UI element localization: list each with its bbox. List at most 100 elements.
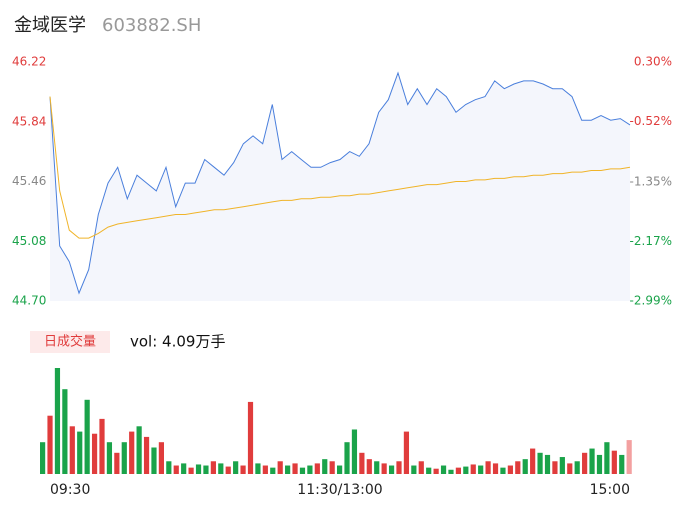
volume-bar	[366, 459, 372, 474]
volume-bar	[337, 465, 343, 474]
volume-bar	[359, 452, 365, 474]
volume-bar	[136, 426, 142, 474]
volume-bar	[463, 466, 469, 474]
volume-bar	[522, 459, 528, 474]
y2-tick-label: -0.52%	[630, 114, 672, 128]
volume-bar	[567, 463, 573, 474]
stock-code: 603882.SH	[102, 15, 201, 36]
volume-bar	[47, 415, 53, 474]
volume-bar	[344, 442, 350, 474]
volume-bar	[448, 469, 454, 474]
volume-bar	[151, 447, 157, 474]
volume-bar	[619, 454, 625, 474]
volume-bar	[240, 465, 246, 474]
volume-bar	[195, 464, 202, 474]
volume-bar	[166, 461, 172, 474]
volume-bar	[515, 461, 521, 474]
volume-bar	[470, 464, 476, 474]
y2-tick-label: -2.99%	[630, 294, 672, 308]
y-tick-label: 44.70	[12, 294, 46, 308]
volume-label: vol: 4.09万手	[130, 333, 225, 351]
volume-bar	[388, 465, 395, 474]
volume-bar	[158, 442, 164, 474]
volume-bar	[218, 463, 224, 474]
volume-bar	[544, 454, 551, 474]
volume-bar	[440, 465, 447, 474]
volume-bar	[433, 468, 439, 474]
x-tick-label: 11:30/13:00	[297, 482, 382, 498]
volume-bar	[411, 465, 417, 474]
price-area	[50, 73, 630, 301]
volume-bar	[225, 466, 231, 474]
volume-bar	[596, 454, 603, 474]
volume-tag-bg	[30, 331, 110, 353]
volume-bar	[69, 426, 75, 474]
volume-bar	[181, 463, 187, 474]
y-tick-label: 45.08	[12, 234, 46, 248]
y2-tick-label: -2.17%	[630, 234, 672, 248]
volume-bar	[374, 461, 380, 474]
volume-bar	[40, 442, 46, 474]
volume-bar	[77, 431, 83, 474]
volume-bar	[574, 461, 580, 474]
stock-name: 金域医学	[14, 15, 86, 36]
volume-bar	[314, 463, 320, 474]
volume-tag: 日成交量	[44, 334, 96, 350]
y-tick-label: 45.46	[12, 174, 46, 188]
volume-bar	[530, 448, 536, 474]
volume-bar	[233, 461, 239, 474]
y-tick-label: 46.22	[12, 55, 46, 69]
volume-bar	[91, 433, 98, 474]
volume-bar	[203, 465, 209, 474]
volume-bar	[507, 465, 513, 474]
volume-bar	[559, 457, 565, 474]
volume-bar	[255, 463, 261, 474]
volume-bar	[418, 461, 424, 474]
volume-bar	[188, 467, 194, 474]
volume-bar	[485, 461, 491, 474]
volume-bar	[84, 399, 90, 474]
volume-bar	[552, 461, 558, 474]
y2-tick-label: 0.30%	[634, 55, 672, 69]
volume-bar	[285, 465, 291, 474]
volume-bar	[351, 429, 358, 474]
volume-bar	[292, 463, 298, 474]
volume-bar	[262, 465, 268, 474]
volume-bar	[143, 436, 150, 474]
volume-bar	[62, 389, 68, 474]
volume-bar	[626, 440, 632, 474]
volume-bar	[270, 467, 276, 474]
average-line	[49, 96, 631, 239]
y2-tick-label: -1.35%	[630, 174, 672, 188]
volume-bar	[173, 465, 179, 474]
volume-bar	[299, 467, 306, 474]
volume-bar	[307, 465, 313, 474]
volume-bar	[611, 450, 617, 474]
x-tick-label: 15:00	[590, 482, 630, 498]
volume-bar	[54, 368, 61, 474]
volume-bar	[129, 431, 135, 474]
volume-bar	[500, 467, 506, 474]
y-tick-label: 45.84	[12, 114, 46, 128]
x-tick-label: 09:30	[50, 482, 90, 498]
volume-bar	[582, 452, 588, 474]
volume-bar	[106, 442, 113, 474]
price-line	[49, 71, 631, 295]
volume-bar	[99, 418, 105, 474]
volume-bar	[322, 459, 328, 474]
volume-bar	[478, 465, 484, 474]
volume-bar	[114, 452, 120, 474]
volume-bar	[403, 431, 410, 474]
volume-bar	[247, 401, 254, 474]
volume-bar	[589, 448, 595, 474]
volume-bar	[381, 463, 387, 474]
volume-bar	[537, 452, 543, 474]
volume-bar	[121, 442, 127, 474]
volume-bar	[210, 461, 216, 474]
volume-bar	[277, 461, 283, 474]
volume-bar	[492, 463, 499, 474]
volume-bar	[604, 442, 610, 474]
volume-bar	[426, 467, 432, 474]
